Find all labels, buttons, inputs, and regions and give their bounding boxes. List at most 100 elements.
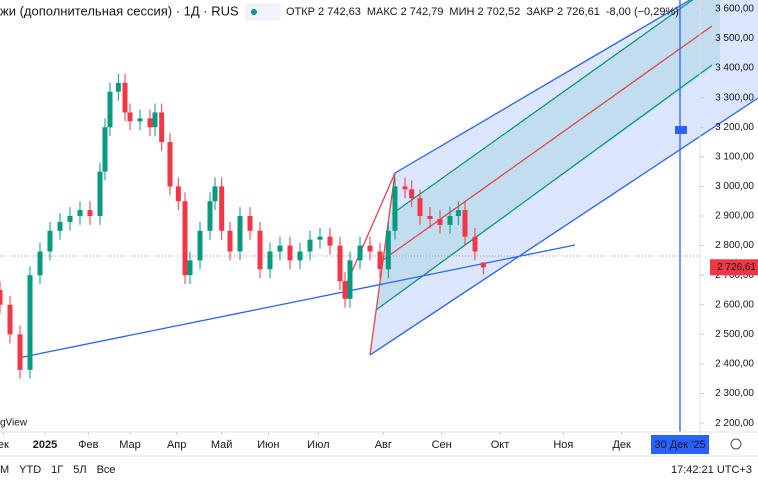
candle-body — [227, 230, 233, 252]
candle-body — [175, 186, 181, 202]
x-tick-label: Ноя — [553, 439, 573, 451]
pitchfork-median — [379, 25, 713, 263]
candle-body — [167, 142, 173, 187]
y-tick-label: 2 500,00 — [715, 329, 754, 340]
ohlc-close: 2 726,61 — [557, 6, 600, 18]
candle-body — [455, 210, 461, 216]
pitchfork-green-lower — [375, 64, 713, 311]
candle-body — [472, 236, 478, 252]
pitchfork-inner-fill — [376, 0, 720, 310]
ohlc-low-label: МИН — [449, 6, 474, 18]
candle-body — [47, 230, 53, 252]
x-tick-label: Июн — [257, 439, 279, 451]
candle-body — [207, 201, 213, 231]
candle-body — [159, 112, 165, 143]
candle-body — [267, 251, 273, 270]
candle-body — [447, 216, 453, 225]
candle-body — [152, 112, 158, 128]
candle-body — [357, 245, 363, 261]
candle-body — [87, 210, 93, 216]
candle-body — [212, 186, 218, 202]
ohlc-open-label: ОТКР — [286, 6, 315, 18]
status-pill[interactable] — [245, 3, 281, 21]
range-button[interactable]: М — [0, 464, 9, 476]
candle-body — [480, 262, 486, 268]
y-tick-label: 3 100,00 — [715, 151, 754, 162]
candle-body — [247, 216, 253, 231]
y-tick-label: 3 600,00 — [715, 4, 754, 15]
settings-icon[interactable] — [730, 438, 742, 450]
x-tick-label: Мар — [119, 439, 141, 451]
symbol-title: жи (дополнительная сессия) · 1Д · RUS — [0, 3, 239, 18]
candle-body — [377, 251, 383, 270]
candle-body — [342, 281, 348, 299]
x-tick-label: ек — [0, 439, 9, 451]
candle-body — [219, 186, 225, 231]
ohlc-open: 2 742,63 — [318, 6, 361, 18]
candle-body — [462, 210, 468, 237]
trend-line — [17, 244, 576, 359]
y-tick-label: 2 900,00 — [715, 211, 754, 222]
ohlc-high: 2 742,79 — [401, 6, 444, 18]
y-tick-label: 2 300,00 — [715, 388, 754, 399]
candle-body — [427, 216, 433, 219]
candle-body — [287, 245, 293, 261]
y-tick-label: 2 800,00 — [715, 240, 754, 251]
candle-body — [57, 221, 63, 231]
y-tick-label: 2 200,00 — [715, 418, 754, 429]
candle-body — [115, 82, 121, 92]
candle-body — [317, 236, 323, 240]
candle-body — [277, 245, 283, 252]
cursor-x-box — [651, 435, 709, 454]
clock: 17:42:21 UTC+3 — [671, 464, 752, 476]
x-tick-label: Окт — [491, 439, 510, 451]
x-tick-label: Авг — [375, 439, 392, 451]
range-button[interactable]: Все — [97, 464, 116, 476]
candle-body — [402, 186, 408, 190]
candle-body — [27, 275, 33, 370]
candle-body — [127, 112, 133, 122]
candle-body — [67, 216, 73, 222]
candle-body — [0, 289, 3, 305]
x-tick-label: Июл — [307, 439, 329, 451]
candle-body — [182, 201, 188, 276]
x-tick-label: 2025 — [33, 439, 57, 451]
candle-body — [77, 210, 83, 216]
x-tick-label: Сен — [432, 439, 452, 451]
watermark: gView — [0, 418, 28, 429]
range-button[interactable]: 1Г — [51, 464, 63, 476]
candle-body — [347, 260, 353, 299]
y-tick-label: 3 500,00 — [715, 33, 754, 44]
x-tick-label: Фев — [78, 439, 98, 451]
candle-body — [17, 334, 23, 370]
ohlc-close-label: ЗАКР — [526, 6, 554, 18]
pitchfork-upper — [394, 0, 692, 174]
status-dot — [251, 9, 257, 15]
candle-body — [137, 118, 143, 122]
candle-body — [257, 230, 263, 270]
candle-body — [385, 230, 391, 270]
candle-body — [409, 189, 415, 199]
y-tick-label: 3 400,00 — [715, 63, 754, 74]
y-tick-label: 3 000,00 — [715, 181, 754, 192]
range-button[interactable]: YTD — [19, 464, 41, 476]
ohlc-change: -8,00 (−0,29%) — [606, 6, 679, 18]
last-price-box — [710, 259, 758, 276]
candle-body — [187, 260, 193, 276]
candle-body — [367, 245, 373, 252]
candle-body — [392, 186, 398, 231]
candle-body — [237, 216, 243, 252]
candle-body — [437, 218, 443, 225]
candle-body — [97, 171, 103, 216]
candle-body — [417, 198, 423, 216]
candle-body — [327, 236, 333, 246]
ohlc-low: 2 702,52 — [477, 6, 520, 18]
y-tick-label: 2 700,00 — [715, 270, 754, 281]
range-button[interactable]: 5Л — [73, 464, 86, 476]
candle-body — [107, 91, 113, 128]
candle-body — [337, 245, 343, 282]
x-tick-label: Апр — [167, 439, 186, 451]
last-price-label: 2 726,61 — [717, 262, 756, 273]
y-tick-label: 2 600,00 — [715, 299, 754, 310]
